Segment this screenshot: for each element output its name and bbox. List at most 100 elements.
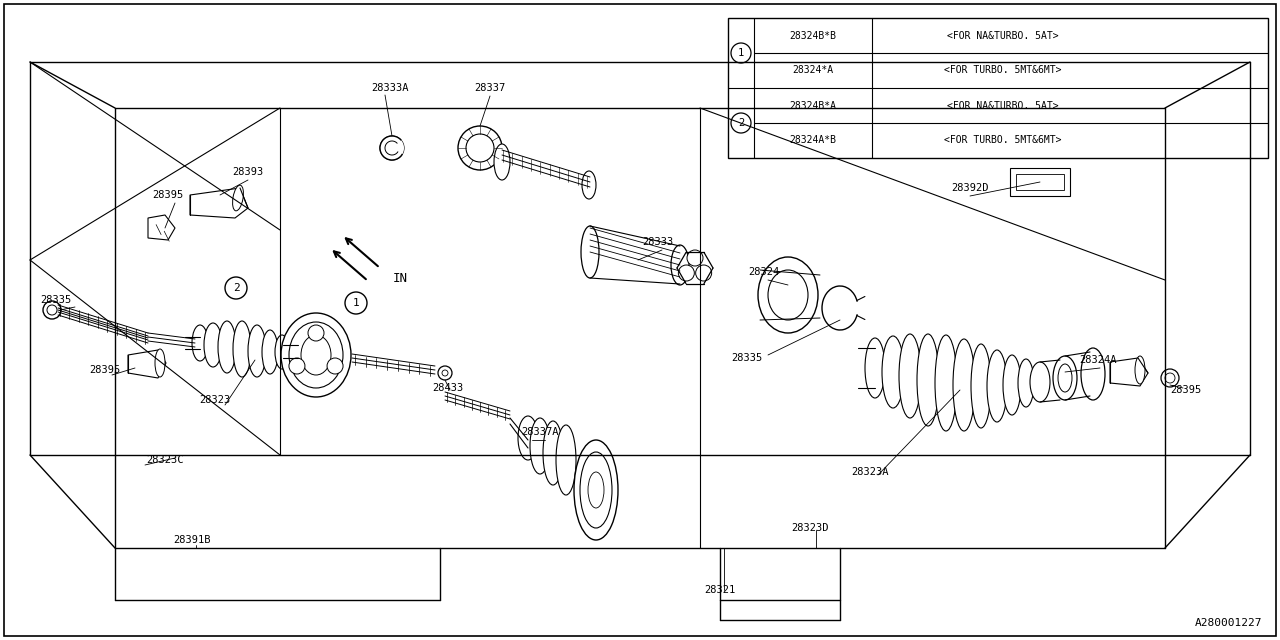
Ellipse shape	[282, 313, 351, 397]
Polygon shape	[1110, 358, 1148, 386]
Text: 28337: 28337	[475, 83, 506, 93]
Text: 28433: 28433	[433, 383, 463, 393]
Circle shape	[438, 366, 452, 380]
Text: 28321: 28321	[704, 585, 736, 595]
Text: 28335: 28335	[41, 295, 72, 305]
Text: 28323: 28323	[200, 395, 230, 405]
Ellipse shape	[556, 425, 576, 495]
Ellipse shape	[543, 421, 563, 485]
Ellipse shape	[1135, 356, 1146, 384]
Ellipse shape	[328, 358, 343, 374]
Ellipse shape	[380, 136, 404, 160]
Ellipse shape	[987, 350, 1007, 422]
Ellipse shape	[289, 358, 305, 374]
Ellipse shape	[494, 144, 509, 180]
Text: 28393: 28393	[233, 167, 264, 177]
Circle shape	[1165, 373, 1175, 383]
Text: 28323C: 28323C	[146, 455, 184, 465]
Circle shape	[380, 136, 404, 160]
Text: 28392D: 28392D	[951, 183, 988, 193]
Ellipse shape	[758, 257, 818, 333]
Circle shape	[44, 301, 61, 319]
Ellipse shape	[882, 336, 904, 408]
Ellipse shape	[671, 245, 689, 285]
Ellipse shape	[580, 452, 612, 528]
Ellipse shape	[1082, 348, 1105, 400]
Text: 28333A: 28333A	[371, 83, 408, 93]
Ellipse shape	[768, 270, 808, 320]
Text: 28391B: 28391B	[173, 535, 211, 545]
Text: <FOR TURBO. 5MT&6MT>: <FOR TURBO. 5MT&6MT>	[945, 135, 1061, 145]
Ellipse shape	[865, 338, 884, 398]
Ellipse shape	[1053, 356, 1076, 400]
Polygon shape	[189, 188, 248, 218]
Text: 28324B*B: 28324B*B	[790, 31, 837, 41]
Ellipse shape	[192, 325, 207, 361]
Ellipse shape	[530, 418, 550, 474]
Text: 1: 1	[352, 298, 360, 308]
Text: IN: IN	[393, 271, 407, 285]
Ellipse shape	[289, 322, 343, 388]
Ellipse shape	[218, 321, 236, 373]
Text: 28324A*B: 28324A*B	[790, 135, 837, 145]
Circle shape	[346, 292, 367, 314]
Ellipse shape	[155, 349, 165, 377]
Circle shape	[442, 370, 448, 376]
Text: <FOR NA&TURBO. 5AT>: <FOR NA&TURBO. 5AT>	[947, 101, 1059, 111]
Circle shape	[385, 141, 399, 155]
Ellipse shape	[275, 335, 289, 369]
Ellipse shape	[1059, 364, 1073, 392]
Ellipse shape	[518, 416, 538, 460]
Circle shape	[1161, 369, 1179, 387]
Text: 28324: 28324	[749, 267, 780, 277]
Bar	[1016, 174, 1064, 190]
Ellipse shape	[916, 334, 940, 426]
Circle shape	[47, 305, 58, 315]
Text: <FOR TURBO. 5MT&6MT>: <FOR TURBO. 5MT&6MT>	[945, 65, 1061, 75]
Text: 28335: 28335	[731, 353, 763, 363]
Ellipse shape	[1018, 359, 1034, 407]
Text: 2: 2	[233, 283, 239, 293]
Polygon shape	[148, 215, 175, 240]
Text: 28324A: 28324A	[1079, 355, 1116, 365]
Ellipse shape	[581, 226, 599, 278]
Ellipse shape	[466, 134, 494, 162]
Circle shape	[225, 277, 247, 299]
Ellipse shape	[301, 335, 332, 375]
Text: 28337A: 28337A	[521, 427, 559, 437]
Ellipse shape	[678, 265, 694, 281]
Ellipse shape	[204, 323, 221, 367]
Ellipse shape	[233, 321, 251, 377]
Text: 2: 2	[737, 118, 744, 128]
Ellipse shape	[1004, 355, 1021, 415]
Bar	[1010, 168, 1070, 196]
Polygon shape	[128, 350, 166, 378]
Ellipse shape	[588, 472, 604, 508]
Text: <FOR NA&TURBO. 5AT>: <FOR NA&TURBO. 5AT>	[947, 31, 1059, 41]
Ellipse shape	[233, 185, 243, 211]
Text: 28324B*A: 28324B*A	[790, 101, 837, 111]
Ellipse shape	[573, 440, 618, 540]
Circle shape	[731, 43, 751, 63]
Text: 28333: 28333	[643, 237, 673, 247]
Ellipse shape	[308, 325, 324, 341]
Text: 1: 1	[737, 48, 744, 58]
Text: A280001227: A280001227	[1194, 618, 1262, 628]
Ellipse shape	[582, 171, 596, 199]
Text: 28395: 28395	[90, 365, 120, 375]
Text: 28323D: 28323D	[791, 523, 828, 533]
Text: 28395: 28395	[152, 190, 183, 200]
Ellipse shape	[248, 325, 266, 377]
Ellipse shape	[1030, 362, 1050, 402]
Ellipse shape	[458, 126, 502, 170]
Bar	[728, 18, 1268, 158]
Text: 28395: 28395	[1170, 385, 1202, 395]
Ellipse shape	[934, 335, 957, 431]
Ellipse shape	[687, 250, 703, 266]
Ellipse shape	[972, 344, 991, 428]
Ellipse shape	[954, 339, 975, 431]
Ellipse shape	[695, 265, 712, 281]
Ellipse shape	[899, 334, 922, 418]
Ellipse shape	[262, 330, 278, 374]
Text: 28323A: 28323A	[851, 467, 888, 477]
